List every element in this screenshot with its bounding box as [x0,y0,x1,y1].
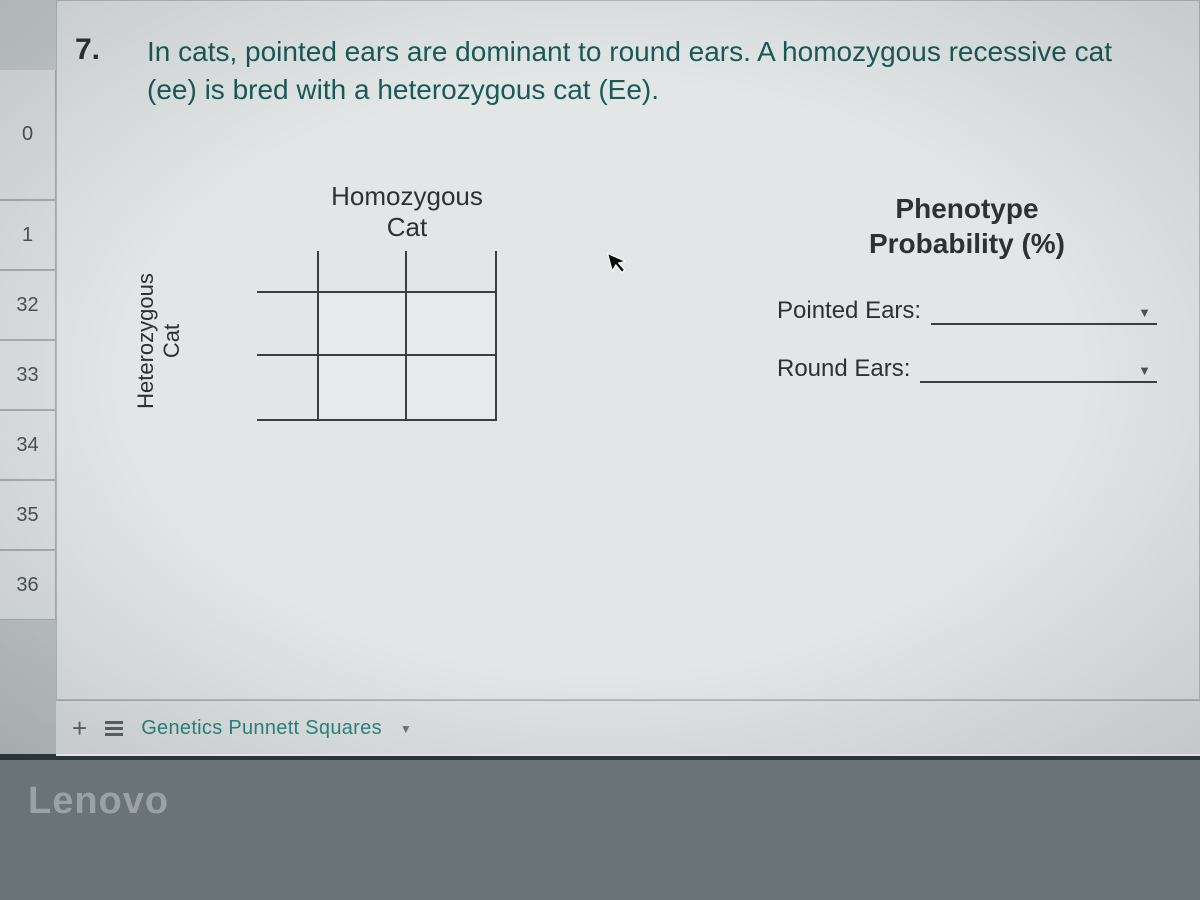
row-number-cell[interactable]: 34 [0,410,55,480]
punnett-row-header-cell[interactable] [257,291,317,356]
phenotype-dropdown[interactable]: ▼ [920,361,1157,383]
monitor-brand: Lenovo [28,780,169,823]
chevron-down-icon: ▼ [1138,363,1151,380]
punnett-zone: Homozygous Cat Heterozygous Cat [117,181,667,511]
row-number-column: 0 1 32 33 34 35 36 [0,70,56,620]
all-sheets-icon[interactable] [105,721,123,736]
add-sheet-button[interactable]: + [72,713,87,744]
chevron-down-icon: ▼ [1138,305,1151,322]
row-number-cell[interactable]: 33 [0,340,55,410]
phenotype-label: Pointed Ears: [777,297,921,325]
row-number-cell[interactable]: 36 [0,550,55,620]
phenotype-row: Pointed Ears: ▼ [777,297,1157,325]
punnett-side-label: Heterozygous Cat [133,231,186,451]
sheet-tab-bar: + Genetics Punnett Squares ▼ [56,700,1200,756]
phenotype-row: Round Ears: ▼ [777,355,1157,383]
punnett-body [257,291,497,421]
question-text: In cats, pointed ears are dominant to ro… [147,33,1167,109]
punnett-row-header-cell[interactable] [257,356,317,421]
question-row: 7. In cats, pointed ears are dominant to… [57,1,1199,121]
phenotype-dropdown[interactable]: ▼ [931,303,1157,325]
punnett-cell[interactable] [407,291,497,356]
sheet-tab[interactable]: Genetics Punnett Squares [141,717,382,740]
screen-area: 0 1 32 33 34 35 36 7. In cats, pointed e… [0,0,1200,760]
punnett-grid [257,251,497,421]
punnett-col-header-cell[interactable] [407,251,497,291]
punnett-cell[interactable] [407,356,497,421]
punnett-col-header-cell[interactable] [317,251,407,291]
slide-canvas: 7. In cats, pointed ears are dominant to… [56,0,1200,700]
punnett-cells [317,291,497,421]
row-number-cell[interactable]: 35 [0,480,55,550]
row-number-cell[interactable]: 0 [0,70,55,200]
punnett-top-label: Homozygous Cat [297,181,517,243]
punnett-row-headers [257,291,317,421]
chevron-down-icon[interactable]: ▼ [400,722,412,736]
phenotype-title: Phenotype Probability (%) [777,191,1157,261]
question-number: 7. [75,33,121,109]
punnett-cell[interactable] [317,356,407,421]
phenotype-label: Round Ears: [777,355,910,383]
punnett-cell[interactable] [317,291,407,356]
row-number-cell[interactable]: 32 [0,270,55,340]
row-number-cell[interactable]: 1 [0,200,55,270]
phenotype-panel: Phenotype Probability (%) Pointed Ears: … [777,191,1157,413]
punnett-col-headers [317,251,497,291]
